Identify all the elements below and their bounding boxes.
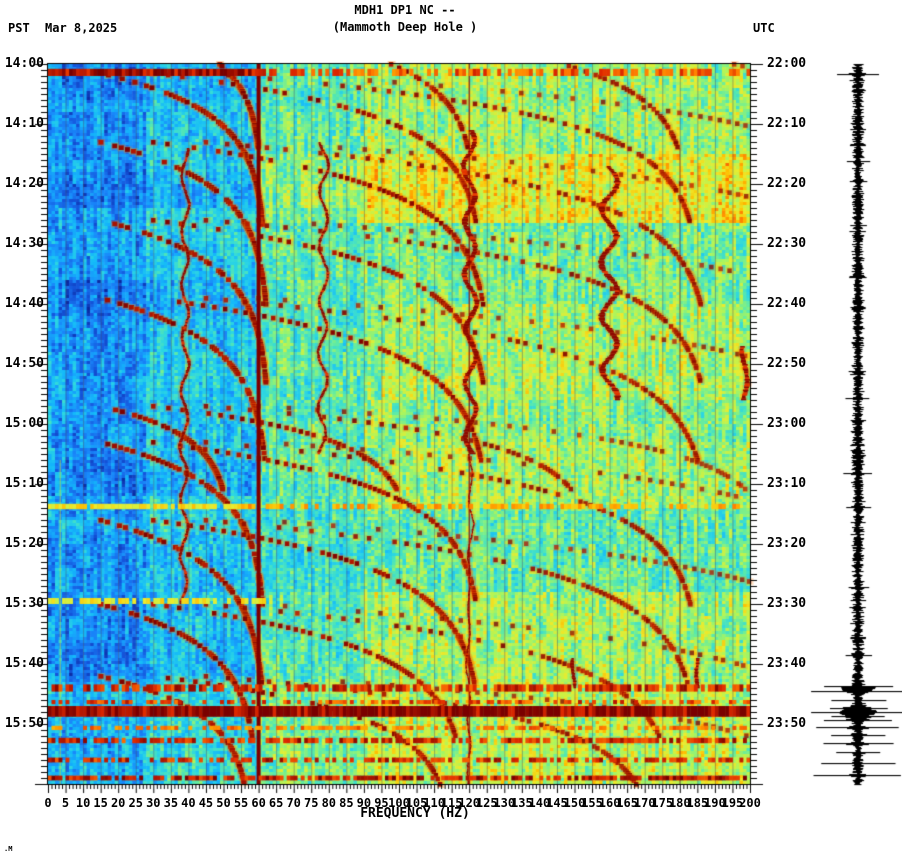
timezone-right-label: UTC: [753, 21, 775, 35]
spectrogram-canvas: [0, 55, 800, 800]
date-label: Mar 8,2025: [45, 21, 118, 35]
frequency-axis-title: FREQUENCY (HZ): [360, 806, 470, 821]
station-subtitle: (Mammoth Deep Hole ): [332, 20, 478, 34]
corner-watermark: .M: [4, 845, 13, 853]
seismogram-canvas: [805, 55, 902, 790]
timezone-left-label: PST: [8, 21, 30, 35]
station-title: MDH1 DP1 NC --: [354, 3, 456, 17]
